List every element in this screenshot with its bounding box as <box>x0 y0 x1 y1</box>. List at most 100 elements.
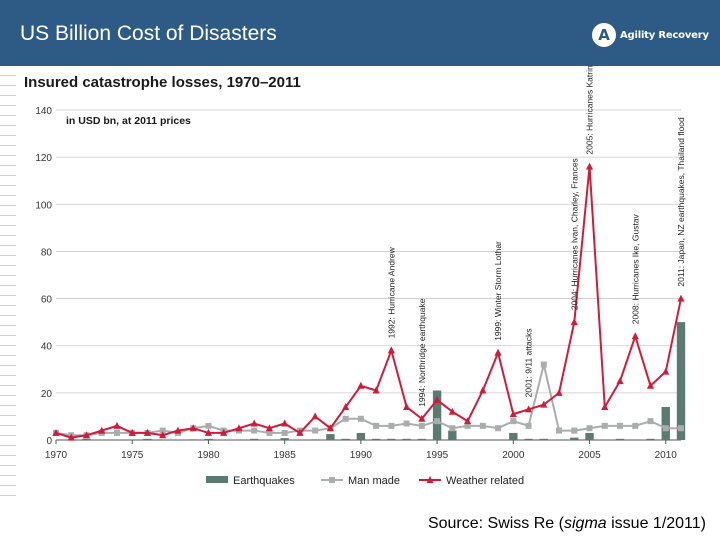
man-made-point <box>418 422 425 429</box>
y-tick-label: 0 <box>46 436 52 447</box>
logo-text: Agility Recovery <box>620 29 709 41</box>
man-made-point <box>159 427 166 434</box>
man-made-point <box>312 427 319 434</box>
weather-related-point <box>143 428 152 436</box>
man-made-point <box>495 425 502 432</box>
earthquake-bar <box>432 390 442 440</box>
man-made-point <box>205 422 212 429</box>
weather-related-point <box>174 426 182 434</box>
man-made-point <box>571 427 578 434</box>
chart-title: Insured catastrophe losses, 1970–2011 <box>24 74 301 91</box>
weather-related-point <box>265 424 274 432</box>
source-suffix: issue 1/2011) <box>606 515 706 532</box>
logo-mark-icon: A <box>592 23 616 47</box>
weather-related-point <box>403 403 411 410</box>
man-made-point <box>113 429 120 436</box>
man-made-point <box>525 422 532 429</box>
weather-related-point <box>326 424 334 432</box>
weather-related-point <box>662 367 670 375</box>
earthquake-bar <box>280 438 289 440</box>
x-tick-label: 1995 <box>426 450 449 461</box>
x-tick-label: 1980 <box>197 450 220 461</box>
earthquake-bar <box>387 438 396 440</box>
earthquake-bar <box>356 432 366 440</box>
event-annotation: 1992: Hurricane Andrew <box>386 246 396 338</box>
header-bar: US Billion Cost of Disasters A Agility R… <box>0 0 720 66</box>
weather-related-point <box>98 426 106 434</box>
weather-related-point <box>82 431 91 439</box>
earthquake-bar <box>417 438 427 440</box>
earthquake-bar <box>615 438 625 440</box>
x-tick-label: 1975 <box>121 450 144 461</box>
earthquake-bar <box>371 438 381 440</box>
y-tick-label: 40 <box>41 342 53 353</box>
weather-related-point <box>159 431 167 439</box>
man-made-point <box>601 422 608 429</box>
chart-background <box>16 66 696 496</box>
loss-chart: Insured catastrophe losses, 1970–2011 in… <box>16 12 696 496</box>
man-made-point <box>251 427 258 434</box>
weather-related-point <box>67 433 75 441</box>
weather-related-line <box>55 166 682 439</box>
legend-marker-weather <box>426 476 434 483</box>
weather-related-point <box>342 403 350 410</box>
weather-related-point <box>372 386 380 394</box>
man-made-point <box>540 361 547 368</box>
left-decorative-rule <box>0 66 16 496</box>
y-tick-label: 20 <box>41 389 53 400</box>
man-made-point <box>510 418 517 425</box>
earthquake-bar <box>570 437 579 440</box>
x-tick-label: 2005 <box>578 450 601 461</box>
earthquake-bar <box>661 407 670 440</box>
source-citation: Source: Swiss Re (sigma issue 1/2011) <box>428 515 706 533</box>
legend-label: Man made <box>348 475 400 487</box>
weather-related-point <box>235 424 243 432</box>
weather-related-point <box>479 386 487 394</box>
earthquake-bar <box>524 438 533 440</box>
earthquake-bar <box>249 438 259 440</box>
weather-related-point <box>448 407 456 415</box>
man-made-point <box>464 422 471 429</box>
earthquake-bar <box>326 434 335 440</box>
weather-related-point <box>220 428 228 436</box>
chart-subtitle: in USD bn, at 2011 prices <box>66 115 191 127</box>
page-title: US Billion Cost of Disasters <box>20 22 277 45</box>
earthquake-bar <box>509 432 518 440</box>
weather-related-point <box>128 428 136 436</box>
earthquake-bar <box>585 432 594 440</box>
y-tick-label: 120 <box>35 153 52 164</box>
x-tick-label: 2010 <box>655 450 678 461</box>
earthquake-bar <box>189 439 198 440</box>
weather-related-point <box>616 377 624 385</box>
earthquake-bar <box>402 438 411 440</box>
earthquake-bar <box>82 438 91 440</box>
earthquake-bar <box>143 438 152 440</box>
man-made-point <box>388 422 395 429</box>
agility-recovery-logo: A Agility Recovery <box>592 22 709 48</box>
man-made-point <box>678 425 684 432</box>
man-made-point <box>662 425 669 432</box>
weather-related-point <box>357 381 365 389</box>
weather-related-point <box>585 162 594 170</box>
legend-label: Weather related <box>446 475 524 487</box>
event-annotation: 2011: Japan, NZ earthquakes, Thailand fl… <box>676 117 686 287</box>
weather-related-point <box>463 417 472 425</box>
weather-related-point <box>631 332 639 340</box>
source-italic: sigma <box>563 515 607 532</box>
x-tick-label: 1970 <box>45 450 68 461</box>
weather-related-point <box>540 400 548 408</box>
source-prefix: Source: Swiss Re ( <box>427 515 564 532</box>
event-annotation: 2004: Hurricanes Ivan, Charley, Frances <box>569 158 579 310</box>
weather-related-point <box>509 410 517 418</box>
man-made-point <box>617 422 624 429</box>
y-tick-label: 100 <box>35 200 52 211</box>
man-made-point <box>266 429 273 436</box>
weather-related-point <box>555 388 563 396</box>
weather-related-point <box>524 405 533 413</box>
earthquake-bar <box>646 438 655 440</box>
man-made-point <box>632 422 639 429</box>
man-made-point <box>357 415 364 422</box>
man-made-point <box>556 427 563 434</box>
event-annotation: 2005: Hurricanes Katrina, Rita, Wilma <box>585 66 595 155</box>
legend-marker-man-made <box>329 477 335 483</box>
